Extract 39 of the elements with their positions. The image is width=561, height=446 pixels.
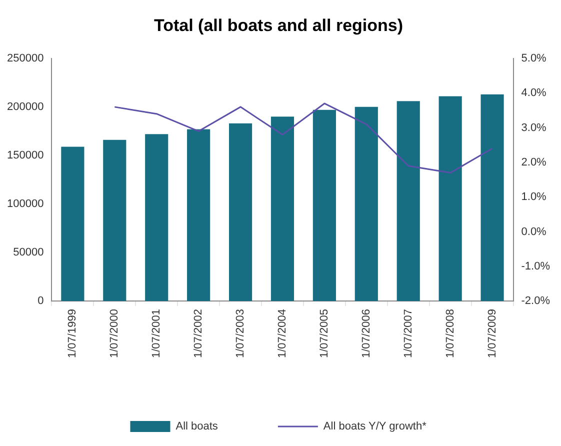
bar [438, 96, 462, 302]
bar [145, 134, 168, 302]
x-tick-label: 1/07/2009 [486, 309, 498, 358]
x-tick-label: 1/07/2005 [318, 309, 330, 358]
legend-label: All boats Y/Y growth* [323, 420, 428, 433]
bar [354, 106, 378, 302]
x-tick-label: 1/07/2008 [444, 309, 456, 358]
bar [396, 101, 420, 302]
bar [61, 146, 84, 302]
y-tick-label: 200000 [6, 100, 44, 113]
x-tick-label: 1/07/2003 [234, 309, 247, 358]
x-tick-label: 1/07/2002 [192, 309, 205, 358]
x-tick-label: 1/07/1999 [66, 309, 79, 358]
chart-title: Total (all boats and all regions) [154, 16, 404, 35]
y2-tick-label: 5.0% [521, 52, 547, 64]
x-tick-label: 1/07/2006 [360, 309, 372, 358]
y-tick-label: 250000 [6, 52, 44, 64]
x-tick-label: 1/07/2007 [402, 309, 414, 358]
y-tick-label: 150000 [6, 149, 44, 162]
y2-tick-label: 0.0% [521, 226, 547, 238]
x-tick-label: 1/07/2001 [150, 309, 163, 358]
y2-tick-label: 1.0% [521, 191, 547, 204]
y-tick-label: 50000 [13, 246, 44, 259]
y2-tick-label: -2.0% [521, 295, 550, 308]
legend-label: All boats [176, 420, 218, 433]
y2-tick-label: 4.0% [521, 87, 547, 100]
x-tick-label: 1/07/2000 [108, 309, 121, 358]
bar [103, 140, 126, 302]
bar [480, 94, 504, 302]
bar [270, 116, 294, 302]
bar [228, 123, 252, 302]
y-tick-label: 0 [38, 295, 44, 308]
bar [312, 110, 336, 302]
bar [187, 129, 210, 302]
y2-tick-label: 3.0% [521, 122, 547, 134]
x-tick-label: 1/07/2004 [276, 309, 289, 358]
y2-tick-label: -1.0% [521, 260, 550, 272]
y2-tick-label: 2.0% [521, 156, 547, 168]
y-tick-label: 100000 [6, 198, 44, 210]
